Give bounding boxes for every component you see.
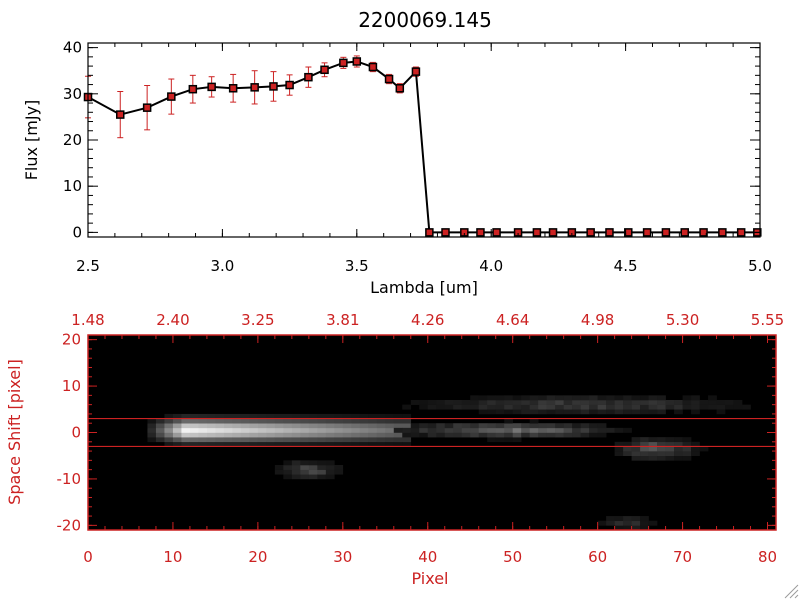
flux-point	[699, 228, 708, 237]
spectrum-x-label: Lambda [um]	[370, 278, 478, 297]
image-x-label: Pixel	[411, 569, 448, 588]
top-tick-label: 5.30	[666, 311, 699, 329]
top-tick-label: 3.81	[326, 311, 359, 329]
spectrum-y-ticks: 0 10 20 30 40	[63, 39, 760, 241]
y-tick-label: 0	[72, 223, 82, 241]
flux-point	[661, 228, 671, 237]
y-tick-label: 30	[63, 85, 82, 103]
spectrum-x-ticks: 2.5 3.0 3.5 4.0 4.5 5.0	[76, 43, 772, 275]
y-tick-label: -10	[57, 470, 82, 488]
flux-point	[352, 57, 362, 66]
y-tick-label: 20	[62, 331, 81, 349]
flux-point	[642, 228, 652, 237]
flux-point	[718, 228, 727, 237]
flux-point	[285, 80, 294, 90]
flux-point	[384, 74, 394, 84]
image-y-label: Space Shift [pixel]	[5, 359, 24, 505]
flux-point	[167, 92, 176, 101]
flux-point	[188, 84, 198, 94]
flux-point	[250, 83, 259, 92]
x-tick-label: 4.5	[614, 257, 638, 275]
x-tick-label: 40	[418, 548, 437, 566]
blob-right	[614, 437, 709, 461]
flux-point	[304, 72, 313, 82]
flux-point	[207, 82, 216, 92]
x-tick-label: 5.0	[748, 257, 772, 275]
y-tick-label: -20	[57, 516, 82, 534]
top-tick-label: 4.64	[496, 311, 529, 329]
y-tick-label: 10	[63, 177, 82, 195]
x-tick-label: 70	[673, 548, 692, 566]
top-tick-label: 4.98	[581, 311, 614, 329]
x-tick-label: 3.0	[210, 257, 234, 275]
top-tick-label: 3.25	[241, 311, 274, 329]
flux-point	[411, 67, 421, 76]
x-tick-label: 10	[163, 548, 182, 566]
y-tick-label: 40	[63, 39, 82, 57]
resize-grip-icon[interactable]	[784, 584, 799, 599]
chart-title: 2200069.145	[358, 8, 492, 32]
spectrum-frame	[87, 42, 761, 238]
flux-point	[624, 228, 633, 237]
flux-point	[368, 62, 378, 72]
blob-bottom	[597, 516, 658, 531]
blob-lower-left	[274, 460, 344, 480]
x-tick-label: 50	[503, 548, 522, 566]
flux-point	[142, 103, 152, 112]
flux-point	[492, 228, 501, 237]
top-tick-label: 1.48	[71, 311, 104, 329]
flux-point	[680, 228, 689, 237]
flux-point	[605, 228, 614, 237]
flux-point	[425, 228, 434, 237]
trace-tail	[393, 418, 632, 443]
flux-point	[586, 228, 595, 237]
y-tick-label: 10	[62, 377, 81, 395]
x-tick-label: 3.5	[345, 257, 369, 275]
main-trace-bright	[147, 413, 412, 447]
upper-noise-band	[402, 395, 751, 415]
flux-point	[269, 82, 278, 91]
x-tick-label: 30	[333, 548, 352, 566]
flux-point	[532, 228, 542, 237]
spectrum-y-label: Flux [mJy]	[22, 100, 41, 181]
x-tick-label: 2.5	[76, 257, 100, 275]
flux-point	[395, 84, 405, 93]
flux-point	[116, 110, 125, 119]
x-tick-label: 0	[83, 548, 93, 566]
top-tick-label: 4.26	[411, 311, 444, 329]
spectrum-plot: 2200069.145 2.5 3.0 3.5 4.0 4.5 5.0 0 10 20 30 40…	[22, 8, 772, 297]
image-top-wavelength-ticks: 1.48 2.40 3.25 3.81 4.26 4.64 4.98 5.30 5.55	[71, 311, 784, 343]
flux-series-line	[87, 60, 758, 234]
flux-point	[441, 228, 450, 237]
image-x-ticks: 0 10 20 30 40 50 60 70 80	[83, 522, 777, 566]
x-tick-label: 60	[588, 548, 607, 566]
y-tick-label: 20	[63, 131, 82, 149]
image-y-ticks: -20 -10 0 10 20	[57, 331, 776, 534]
x-tick-label: 20	[248, 548, 267, 566]
x-tick-label: 80	[758, 548, 777, 566]
top-tick-label: 5.55	[751, 311, 784, 329]
flux-point	[476, 228, 485, 237]
flux-point	[736, 228, 746, 237]
y-tick-label: 0	[71, 424, 81, 442]
flux-point	[548, 228, 558, 237]
flux-point	[320, 65, 329, 75]
spatial-image-plot: 0 10 20 30 40 50 60 70 80 -20 -10 0 10 20 1.48 2.40 3.…	[5, 311, 784, 588]
top-tick-label: 2.40	[156, 311, 189, 329]
flux-point	[339, 58, 348, 68]
flux-point	[228, 84, 238, 93]
x-tick-label: 4.0	[479, 257, 503, 275]
